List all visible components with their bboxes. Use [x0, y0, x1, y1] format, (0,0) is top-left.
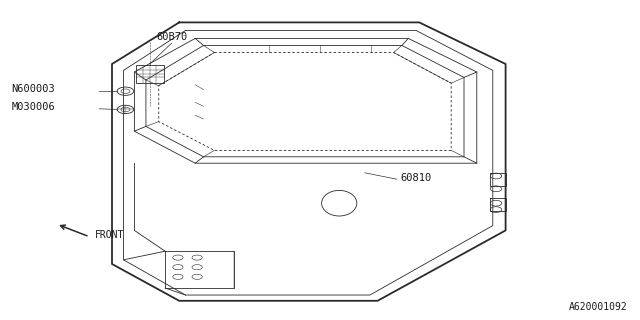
Text: N600003: N600003 — [12, 84, 55, 94]
Text: 60810: 60810 — [400, 173, 431, 183]
Text: 60B70: 60B70 — [156, 32, 187, 42]
Text: FRONT: FRONT — [95, 230, 124, 240]
Text: A620001092: A620001092 — [568, 302, 627, 312]
Text: M030006: M030006 — [12, 102, 55, 112]
